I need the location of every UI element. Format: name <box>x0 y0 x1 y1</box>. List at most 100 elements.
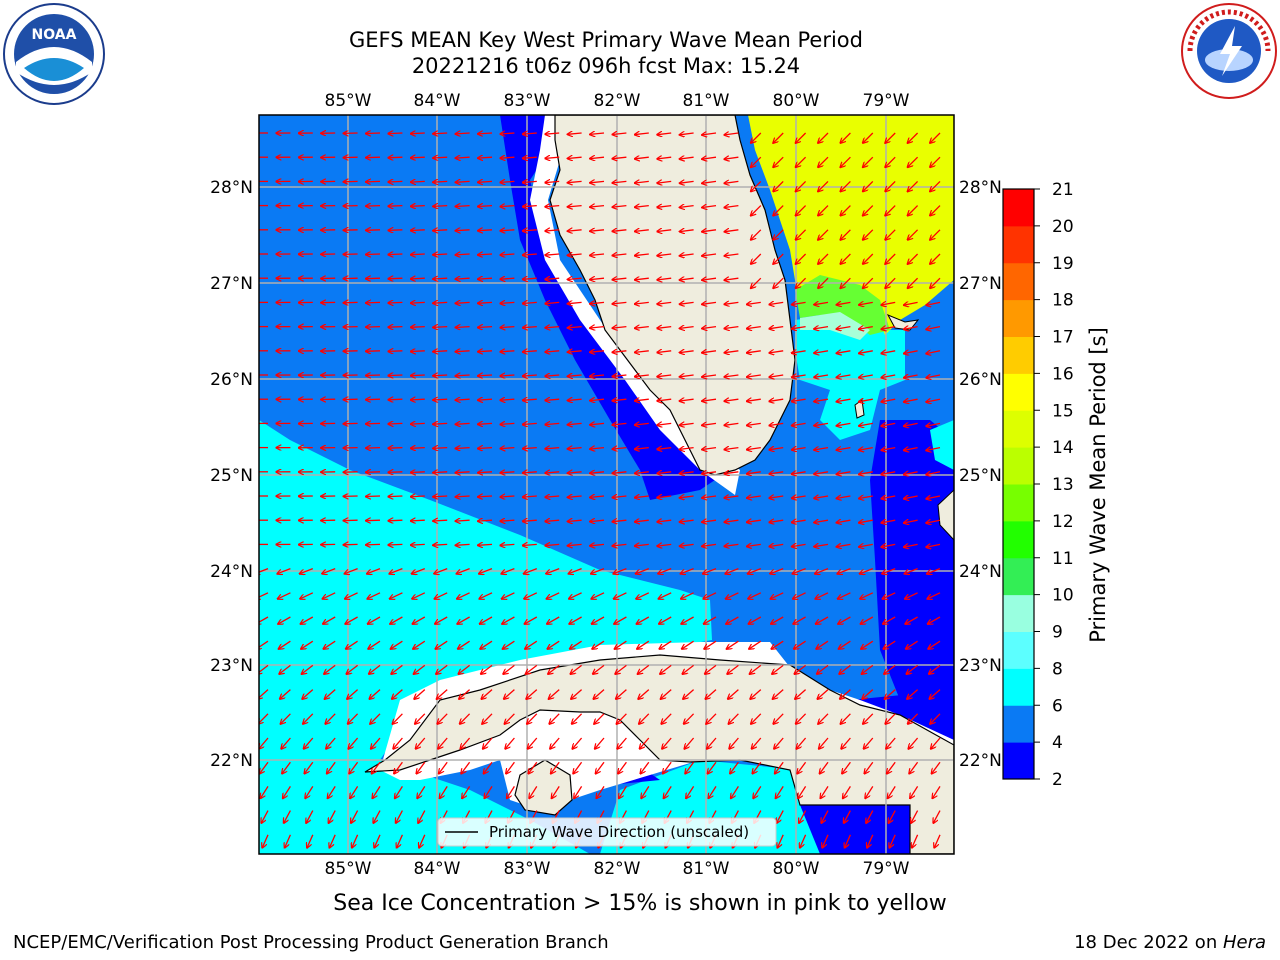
wave-arrow <box>571 664 582 674</box>
wave-arrow <box>433 230 448 231</box>
wave-arrow <box>259 737 269 749</box>
wave-arrow <box>926 496 941 499</box>
wave-arrow <box>350 786 359 798</box>
wave-arrow <box>366 206 381 207</box>
wave-arrow <box>727 640 739 649</box>
wave-arrow <box>863 156 874 167</box>
wave-arrow <box>366 327 381 328</box>
wave-arrow <box>657 448 672 450</box>
wave-arrow <box>548 664 560 674</box>
wave-arrow <box>680 544 694 546</box>
wave-arrow <box>388 206 403 207</box>
wave-arrow <box>885 253 896 264</box>
wave-arrow <box>456 157 470 158</box>
wave-arrow <box>772 640 784 649</box>
wave-arrow <box>796 180 807 191</box>
wave-arrow <box>570 640 582 649</box>
chart-title: GEFS MEAN Key West Primary Wave Mean Per… <box>349 28 863 52</box>
wave-arrow <box>571 689 583 699</box>
wave-arrow <box>590 157 605 158</box>
wave-arrow <box>663 761 672 773</box>
wave-arrow <box>613 567 627 574</box>
wave-arrow <box>391 664 403 674</box>
wave-arrow <box>816 640 829 649</box>
colorbar-segment <box>1003 410 1034 448</box>
wave-arrow <box>478 181 493 182</box>
wave-arrow <box>569 567 582 574</box>
wave-arrow <box>457 616 470 624</box>
wave-arrow <box>500 327 515 328</box>
wave-arrow <box>636 592 650 599</box>
colorbar-segment <box>1003 373 1034 411</box>
wave-arrow <box>750 664 762 674</box>
wave-arrow <box>595 737 605 749</box>
colorbar-tick-label: 13 <box>1052 475 1074 495</box>
wave-arrow <box>776 786 784 798</box>
wave-arrow <box>388 399 403 400</box>
wave-arrow <box>904 375 918 378</box>
wave-arrow <box>433 448 448 449</box>
wave-arrow <box>391 640 403 649</box>
wave-arrow <box>590 448 605 449</box>
wave-arrow <box>300 567 314 574</box>
wave-arrow <box>456 327 470 328</box>
wave-arrow <box>685 737 695 749</box>
wave-arrow <box>635 399 649 401</box>
wave-arrow <box>323 616 336 624</box>
wave-arrow <box>845 834 851 848</box>
wave-arrow <box>859 472 873 475</box>
wave-arrow <box>684 713 695 724</box>
colorbar-label: Primary Wave Mean Period [s] <box>1086 327 1110 643</box>
wave-arrow <box>680 278 694 280</box>
wave-arrow <box>841 253 851 264</box>
wave-arrow <box>863 713 874 724</box>
wave-arrow <box>905 616 918 624</box>
wave-arrow <box>346 640 358 649</box>
wave-arrow <box>657 544 672 546</box>
wave-arrow <box>411 448 425 449</box>
wave-arrow <box>388 302 403 303</box>
wave-arrow <box>523 544 537 545</box>
wave-arrow <box>573 761 583 773</box>
wave-arrow <box>844 810 851 823</box>
lat-labels-left: 28°N 27°N 26°N 25°N 24°N 23°N 22°N <box>210 178 253 771</box>
wave-arrow <box>933 810 941 823</box>
lon-label-bottom: 80°W <box>773 859 820 879</box>
wave-arrow <box>931 737 941 749</box>
wave-arrow <box>881 399 896 402</box>
wave-arrow <box>366 472 381 473</box>
wave-arrow <box>725 206 739 208</box>
wave-arrow <box>728 689 739 699</box>
wave-arrow <box>926 302 941 305</box>
wave-arrow <box>702 181 717 183</box>
colorbar-segment <box>1003 225 1034 264</box>
wave-arrow <box>859 302 873 305</box>
wave-arrow <box>411 133 425 134</box>
wave-arrow <box>751 229 762 240</box>
wave-arrow <box>568 327 582 328</box>
wave-arrow <box>388 327 403 328</box>
wave-arrow <box>617 713 627 724</box>
wave-arrow <box>926 448 941 451</box>
wave-arrow <box>433 327 448 328</box>
wave-arrow <box>725 157 739 159</box>
wave-arrow <box>860 567 874 574</box>
wave-arrow <box>503 640 515 649</box>
lat-label-right: 24°N <box>959 562 1002 582</box>
wave-arrow <box>725 423 739 425</box>
wave-arrow <box>725 254 739 256</box>
wave-arrow <box>706 689 717 699</box>
wave-arrow <box>664 786 672 798</box>
wave-arrow <box>500 520 515 521</box>
wave-arrow <box>413 640 426 649</box>
wave-arrow <box>301 616 314 624</box>
wave-arrow <box>657 520 672 522</box>
colorbar-tick-label: 17 <box>1052 328 1074 348</box>
wave-arrow <box>411 157 425 158</box>
colorbar-segment <box>1003 594 1034 632</box>
wave-arrow <box>928 640 941 649</box>
wave-arrow <box>769 544 784 546</box>
wave-arrow <box>568 544 582 545</box>
wave-arrow <box>635 181 649 183</box>
wave-arrow <box>552 786 560 798</box>
